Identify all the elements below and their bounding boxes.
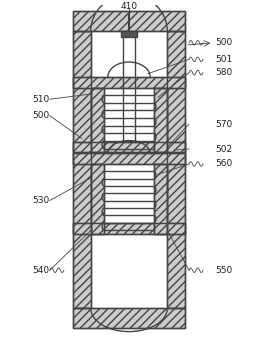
Text: 410: 410 — [120, 2, 138, 11]
Bar — [91, 31, 167, 308]
Text: 500: 500 — [33, 111, 50, 120]
Text: 560: 560 — [216, 160, 233, 168]
Bar — [73, 77, 185, 88]
Bar — [73, 223, 185, 234]
Bar — [73, 142, 185, 152]
Text: 510: 510 — [33, 95, 50, 104]
Text: 550: 550 — [216, 266, 233, 275]
Bar — [73, 153, 185, 164]
Bar — [167, 31, 185, 308]
Text: 570: 570 — [216, 120, 233, 129]
Bar — [154, 164, 167, 234]
Text: 501: 501 — [216, 55, 233, 64]
Bar — [154, 88, 167, 152]
Bar — [73, 31, 91, 308]
Text: 580: 580 — [216, 68, 233, 77]
Bar — [73, 308, 185, 328]
Bar — [73, 77, 185, 88]
Bar — [73, 223, 185, 234]
Bar — [91, 164, 104, 234]
Bar — [91, 164, 104, 234]
Bar — [154, 88, 167, 152]
Bar — [73, 11, 185, 31]
Bar — [91, 88, 104, 152]
Text: 540: 540 — [33, 266, 50, 275]
Bar — [121, 31, 137, 37]
Bar — [73, 11, 185, 31]
Bar — [73, 142, 185, 152]
Bar — [73, 31, 91, 308]
Text: 502: 502 — [216, 145, 233, 153]
Text: 530: 530 — [33, 196, 50, 205]
Bar — [73, 153, 185, 164]
Bar — [91, 88, 104, 152]
Bar — [73, 308, 185, 328]
Bar — [154, 164, 167, 234]
Bar — [167, 31, 185, 308]
Text: 500: 500 — [216, 38, 233, 47]
